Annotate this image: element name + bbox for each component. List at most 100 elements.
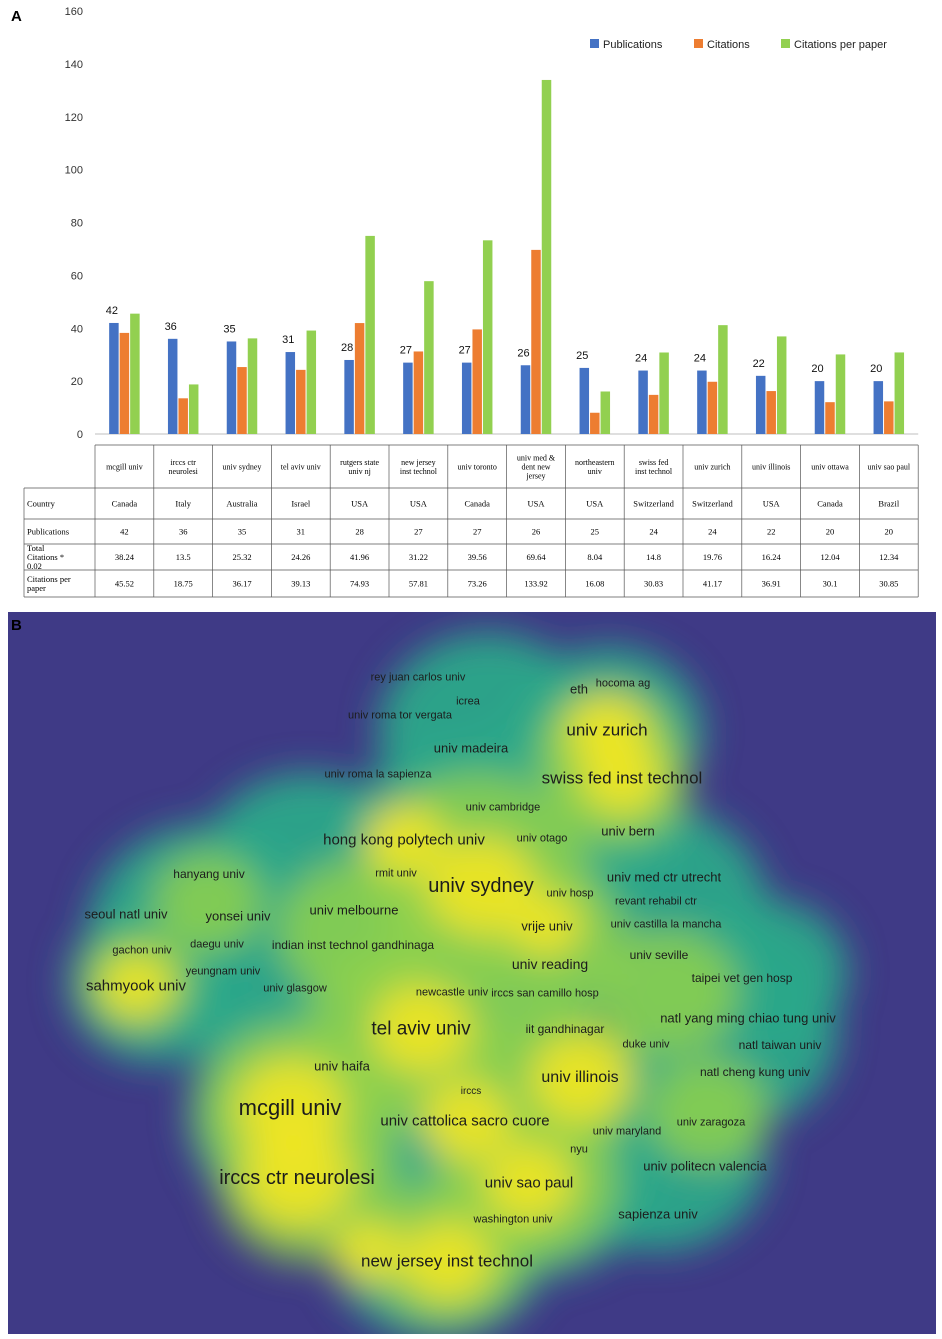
map-label: rey juan carlos univ bbox=[370, 671, 466, 684]
panel-letter-b: B bbox=[11, 617, 22, 634]
density-blob bbox=[512, 894, 582, 958]
bar-data-label: 26 bbox=[517, 347, 529, 359]
y-tick-label: 80 bbox=[71, 218, 83, 230]
density-blob bbox=[402, 1220, 492, 1302]
map-label: univ politecn valencia bbox=[643, 1158, 767, 1174]
table-column-header: univ illinois bbox=[752, 463, 790, 472]
map-label: univ sydney bbox=[428, 875, 534, 897]
table-cell: 18.75 bbox=[174, 579, 193, 589]
table-cell: Switzerland bbox=[633, 499, 674, 509]
table-column-header: rutgers state univ nj bbox=[340, 458, 379, 476]
legend-swatch bbox=[590, 39, 599, 48]
map-label: indian inst technol gandhinaga bbox=[271, 938, 435, 952]
bar-citations bbox=[413, 351, 424, 434]
map-label: univ med ctr utrecht bbox=[606, 869, 722, 885]
bar-publications bbox=[755, 375, 766, 434]
bar-citations-per-paper bbox=[835, 354, 846, 434]
table-cell: Italy bbox=[175, 499, 191, 509]
bar-data-label: 27 bbox=[459, 345, 471, 357]
bar-citations-per-paper bbox=[306, 330, 317, 434]
table-cell: 12.34 bbox=[879, 552, 899, 562]
bar-citations bbox=[707, 381, 718, 434]
bar-publications bbox=[344, 359, 354, 434]
density-blob bbox=[242, 1128, 352, 1228]
bar-citations bbox=[884, 401, 894, 434]
legend-entry: Citations bbox=[707, 39, 750, 51]
density-blob bbox=[371, 984, 471, 1074]
map-label: new jersey inst technol bbox=[361, 1251, 533, 1271]
map-label: univ zaragoza bbox=[676, 1116, 746, 1129]
bar-data-label: 35 bbox=[223, 323, 235, 335]
map-label: seoul natl univ bbox=[84, 906, 168, 922]
table-cell: 36.17 bbox=[232, 579, 251, 589]
bar-data-label: 36 bbox=[165, 321, 177, 333]
table-cell: 25.32 bbox=[232, 552, 251, 562]
bar-citations bbox=[648, 394, 659, 434]
bar-data-label: 24 bbox=[694, 353, 706, 365]
density-blob bbox=[420, 1080, 510, 1162]
bar-data-label: 25 bbox=[576, 350, 588, 362]
map-label: eth bbox=[569, 681, 589, 697]
y-tick-label: 100 bbox=[65, 165, 83, 177]
map-label: irccs bbox=[460, 1086, 482, 1097]
table-cell: 39.13 bbox=[291, 579, 310, 589]
table-cell: 41.17 bbox=[703, 579, 722, 589]
bar-data-label: 27 bbox=[400, 345, 412, 357]
bar-citations bbox=[237, 367, 247, 434]
table-cell: 12.04 bbox=[820, 552, 840, 562]
density-blob bbox=[333, 1220, 403, 1284]
map-label: sahmyook univ bbox=[85, 977, 187, 995]
bar-citations-per-paper bbox=[600, 391, 611, 434]
bar-publications bbox=[226, 341, 237, 434]
bar-data-label: 22 bbox=[753, 358, 765, 370]
bar-citations-per-paper bbox=[776, 336, 787, 434]
y-tick-label: 60 bbox=[71, 270, 83, 282]
table-row-label: Publications bbox=[27, 527, 69, 537]
map-label: irccs ctr neurolesi bbox=[219, 1167, 375, 1189]
table-cell: 39.56 bbox=[468, 552, 487, 562]
table-cell: 27 bbox=[473, 527, 482, 537]
map-label: univ seville bbox=[629, 948, 689, 962]
map-label: univ illinois bbox=[541, 1069, 619, 1086]
table-column-header: irccs ctr neurolesi bbox=[169, 458, 199, 476]
table-cell: 30.85 bbox=[879, 579, 898, 589]
density-heat-layer bbox=[68, 633, 848, 1334]
table-column-header: univ toronto bbox=[458, 463, 497, 472]
bar-citations-per-paper bbox=[659, 352, 669, 434]
map-label: univ madeira bbox=[433, 740, 509, 756]
map-label: yeungnam univ bbox=[185, 965, 261, 978]
table-cell: USA bbox=[586, 499, 604, 509]
bar-citations bbox=[119, 332, 130, 434]
bar-citations-per-paper bbox=[424, 281, 434, 434]
map-label: univ maryland bbox=[592, 1125, 662, 1138]
table-cell: 8.04 bbox=[587, 552, 603, 562]
legend-swatch bbox=[781, 39, 790, 48]
bar-publications bbox=[638, 370, 648, 434]
table-cell: 22 bbox=[767, 527, 776, 537]
map-label: univ melbourne bbox=[309, 902, 399, 918]
bar-citations-per-paper bbox=[188, 384, 199, 434]
map-label: tel aviv univ bbox=[371, 1018, 471, 1040]
map-label: univ hosp bbox=[546, 887, 594, 900]
table-row-label: Total Citations * 0.02 bbox=[27, 543, 64, 571]
y-tick-label: 160 bbox=[65, 6, 83, 18]
density-blob bbox=[484, 1142, 574, 1224]
table-column-header: univ ottawa bbox=[811, 463, 849, 472]
map-label: univ sao paul bbox=[484, 1174, 574, 1192]
bar-publications bbox=[814, 381, 825, 434]
map-label: hanyang univ bbox=[173, 867, 245, 881]
map-label: natl taiwan univ bbox=[738, 1038, 822, 1052]
density-blob bbox=[426, 836, 536, 936]
table-cell: 41.96 bbox=[350, 552, 369, 562]
table-column-header: northeastern univ bbox=[575, 458, 615, 476]
map-label: duke univ bbox=[622, 1038, 670, 1051]
bar-data-label: 28 bbox=[341, 342, 353, 354]
bar-citations bbox=[354, 323, 365, 434]
bar-publications bbox=[109, 322, 119, 434]
map-label: univ bern bbox=[601, 823, 655, 839]
panel-b-density-map: rey juan carlos univ hocoma ag eth icrea uni… bbox=[8, 612, 936, 1334]
bar-data-label: 24 bbox=[635, 353, 647, 365]
table-cell: 74.93 bbox=[350, 579, 369, 589]
y-tick-label: 120 bbox=[65, 112, 83, 124]
map-label: univ glasgow bbox=[263, 982, 327, 995]
